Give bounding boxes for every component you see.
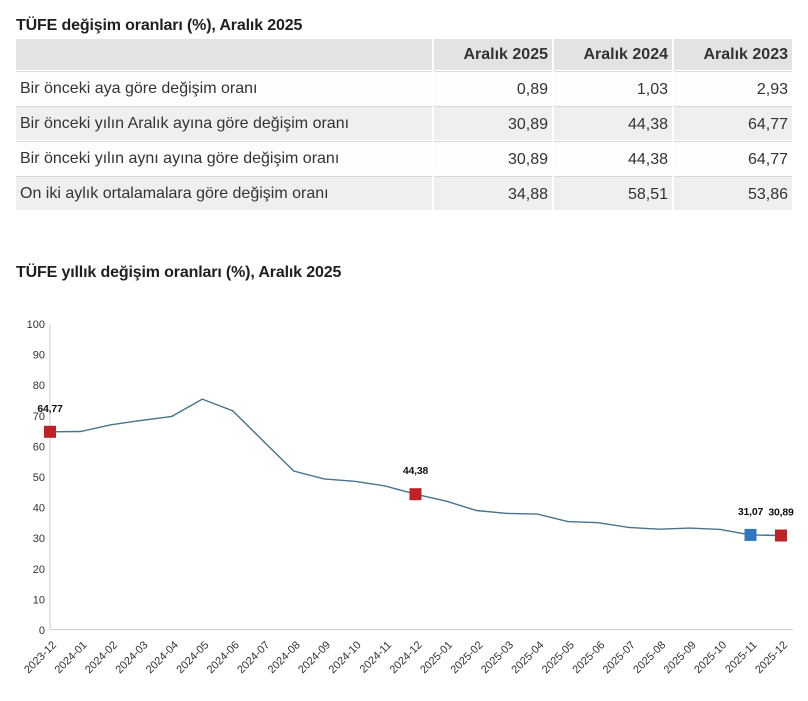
svg-text:2025-10: 2025-10: [692, 639, 729, 676]
svg-text:2024-02: 2024-02: [83, 639, 120, 676]
svg-text:2024-07: 2024-07: [235, 639, 272, 676]
svg-text:10: 10: [33, 594, 45, 606]
svg-text:2025-01: 2025-01: [418, 639, 455, 676]
svg-text:2025-03: 2025-03: [479, 639, 516, 676]
svg-text:100: 100: [27, 319, 45, 331]
svg-text:2024-04: 2024-04: [144, 639, 181, 676]
svg-text:2024-05: 2024-05: [174, 639, 211, 676]
svg-text:0: 0: [39, 625, 45, 637]
svg-text:2025-06: 2025-06: [570, 639, 607, 676]
svg-text:2025-02: 2025-02: [448, 639, 485, 676]
svg-text:70: 70: [33, 411, 45, 423]
svg-text:2024-09: 2024-09: [296, 639, 333, 676]
svg-text:2025-08: 2025-08: [631, 639, 668, 676]
svg-text:2025-07: 2025-07: [601, 639, 638, 676]
svg-text:80: 80: [33, 380, 45, 392]
svg-text:2024-01: 2024-01: [53, 639, 90, 676]
svg-text:44,38: 44,38: [403, 465, 429, 477]
svg-text:50: 50: [33, 472, 45, 484]
svg-text:2025-05: 2025-05: [540, 639, 577, 676]
svg-text:20: 20: [33, 564, 45, 576]
svg-text:31,07: 31,07: [738, 506, 764, 518]
svg-text:2024-03: 2024-03: [113, 639, 150, 676]
svg-text:90: 90: [33, 350, 45, 362]
svg-text:40: 40: [33, 503, 45, 515]
svg-text:2025-12: 2025-12: [753, 639, 790, 676]
svg-text:2024-06: 2024-06: [205, 639, 242, 676]
svg-text:30,89: 30,89: [768, 507, 794, 519]
svg-text:2024-12: 2024-12: [388, 639, 425, 676]
svg-text:2024-10: 2024-10: [327, 639, 364, 676]
svg-text:30: 30: [33, 533, 45, 545]
svg-text:60: 60: [33, 441, 45, 453]
svg-text:2023-12: 2023-12: [22, 639, 59, 676]
svg-text:2025-09: 2025-09: [662, 639, 699, 676]
svg-text:64,77: 64,77: [37, 403, 63, 415]
svg-text:2025-04: 2025-04: [509, 639, 546, 676]
svg-text:2024-08: 2024-08: [266, 639, 303, 676]
